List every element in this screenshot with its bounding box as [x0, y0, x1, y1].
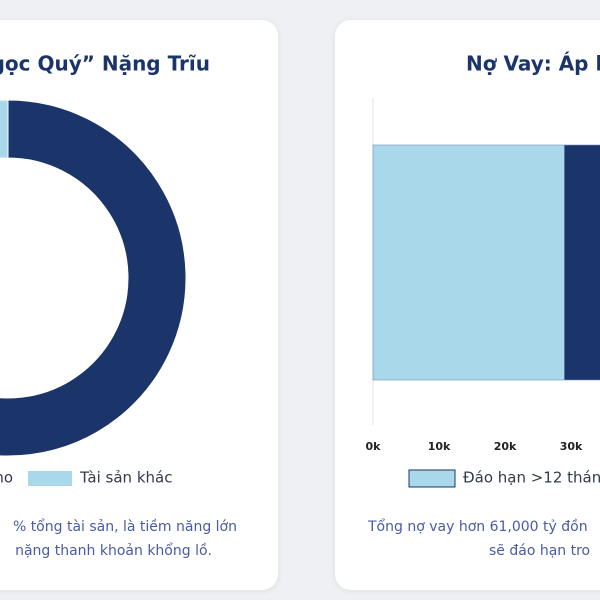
caption: sẽ đáo hạn tro — [489, 543, 590, 559]
legend-label: no — [0, 469, 13, 487]
legend-label: Tài sản khác — [79, 469, 172, 487]
x-tick-label: 10k — [428, 440, 451, 453]
card-title: gọc Quý” Nặng Trĩu — [0, 52, 210, 76]
legend-swatch — [408, 469, 456, 488]
card-title: Nợ Vay: Áp l — [466, 52, 600, 76]
caption: Tổng nợ vay hơn 61,000 tỷ đồn — [367, 518, 588, 535]
donut-segment — [0, 99, 187, 457]
legend-label: Đáo hạn >12 tháng — [463, 469, 600, 487]
bar-segment — [564, 144, 600, 381]
x-tick-label: 0k — [366, 440, 382, 453]
caption: % tổng tài sản, là tiềm năng lớn — [13, 518, 237, 535]
bar-segment — [372, 144, 565, 381]
x-tick-label: 30k — [560, 440, 583, 453]
donut-segment — [0, 99, 9, 159]
x-tick-label: 20k — [494, 440, 517, 453]
caption: nặng thanh khoản khổng lồ. — [15, 542, 212, 559]
legend-swatch — [28, 471, 72, 486]
